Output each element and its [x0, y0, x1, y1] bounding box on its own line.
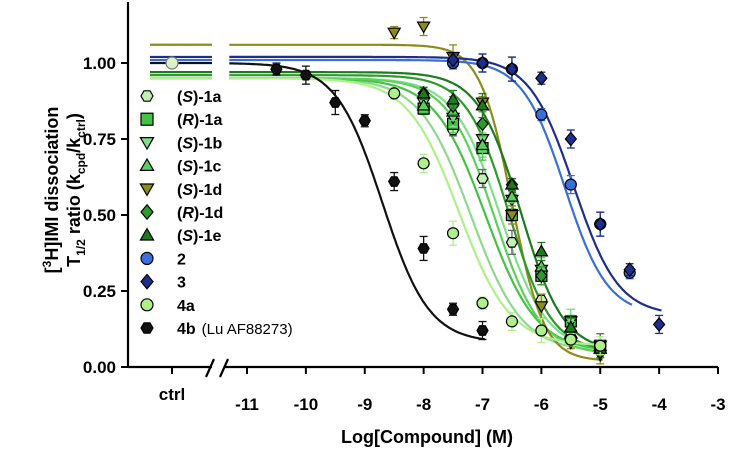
legend: (S)-1a (R)-1a (S)-1b (S)-1c (S)-1d (R)-1d (S)-… — [139, 89, 293, 338]
legend-marker — [139, 227, 155, 241]
data-point — [417, 157, 430, 170]
data-point — [388, 87, 401, 100]
x-tick-label: -4 — [652, 395, 668, 414]
data-point — [623, 262, 636, 278]
x-axis-break-mark — [218, 358, 230, 378]
data-point — [475, 98, 490, 111]
y-axis-title-line2: T1/2 ratio (kcpd/kctrl) — [64, 113, 88, 267]
x-tick-label: -6 — [534, 395, 549, 414]
legend-label: 4b (Lu AF88273) — [177, 321, 293, 338]
legend-label: (S)-1d — [177, 182, 222, 199]
fit-curve — [150, 61, 486, 341]
x-tick-label: -9 — [357, 395, 372, 414]
data-point — [387, 176, 401, 187]
data-point — [535, 268, 548, 284]
data-point — [564, 178, 577, 191]
data-point — [416, 21, 431, 34]
legend-marker — [140, 298, 154, 312]
fit-curve — [150, 55, 662, 312]
data-points — [165, 16, 666, 365]
y-tick-label: 0.50 — [83, 206, 116, 225]
legend-label: 3 — [177, 275, 186, 292]
data-point — [417, 243, 430, 254]
data-point — [535, 108, 548, 121]
data-point — [504, 210, 520, 223]
y-tick-label: 0.00 — [83, 358, 116, 377]
legend-marker — [140, 112, 154, 126]
x-tick-label: -3 — [710, 395, 725, 414]
x-axis-title: Log[Compound] (M) — [341, 427, 513, 447]
data-point — [446, 227, 460, 240]
y-tick-label: 0.25 — [83, 282, 116, 301]
legend-label: (S)-1b — [177, 135, 223, 152]
data-point — [416, 98, 431, 111]
data-point — [505, 315, 519, 328]
x-tick-label: -10 — [294, 395, 319, 414]
data-point — [476, 116, 489, 132]
legend-marker — [139, 183, 155, 197]
x-tick-label: -5 — [593, 395, 608, 414]
data-point — [299, 69, 313, 81]
data-point — [564, 333, 577, 346]
legend-marker — [139, 157, 155, 171]
data-point — [652, 316, 666, 332]
legend-marker — [140, 251, 154, 265]
data-point — [329, 97, 342, 108]
data-point — [270, 63, 283, 75]
legend-marker — [140, 322, 154, 334]
legend-marker — [140, 273, 154, 290]
data-point — [475, 137, 490, 151]
x-tick-label: -7 — [475, 395, 490, 414]
x-tick-label: -8 — [416, 395, 431, 414]
x-axis-break-mark — [204, 358, 216, 378]
data-point — [534, 301, 549, 314]
data-point — [387, 27, 402, 40]
legend-label: (S)-1a — [177, 89, 222, 106]
data-point — [505, 61, 519, 77]
ctrl-point — [165, 56, 179, 70]
data-point — [594, 339, 607, 352]
x-tick-label: -11 — [235, 395, 259, 414]
data-point — [416, 86, 431, 99]
legend-label: (R)-1a — [177, 112, 222, 129]
data-point — [505, 236, 519, 248]
legend-label: (S)-1c — [177, 159, 222, 176]
y-tick-label: 0.75 — [83, 130, 116, 149]
data-point — [476, 325, 489, 336]
data-point — [593, 216, 607, 232]
data-point — [445, 92, 461, 105]
legend-label: (R)-1d — [177, 205, 223, 222]
legend-marker — [140, 203, 154, 221]
fit-curve — [150, 58, 633, 306]
legend-marker — [139, 137, 155, 151]
data-point — [446, 52, 460, 68]
data-point — [535, 70, 548, 86]
data-point — [476, 173, 489, 184]
data-point — [358, 115, 371, 127]
data-point — [504, 189, 520, 202]
data-point — [476, 297, 489, 310]
legend-marker — [140, 90, 154, 102]
fit-curves — [150, 43, 662, 361]
y-axis-title-line1: [3H]IMI dissociation — [40, 107, 62, 274]
data-point — [504, 177, 520, 190]
fit-curve — [150, 43, 603, 361]
legend-label: (S)-1e — [177, 228, 222, 245]
axes: 0.00 0.25 0.50 0.75 1.00 ctrl -11 -10 -9 -8 -7 -6 -5… — [40, 2, 726, 447]
data-point — [476, 55, 489, 71]
legend-label: 4a — [177, 298, 195, 315]
data-point — [534, 244, 549, 257]
y-tick-label: 1.00 — [83, 54, 116, 73]
data-point — [535, 324, 548, 337]
legend-label: 2 — [177, 251, 186, 268]
data-point — [563, 320, 578, 333]
data-point — [564, 131, 578, 147]
data-point — [446, 303, 460, 315]
x-tick-label-ctrl: ctrl — [159, 385, 185, 404]
